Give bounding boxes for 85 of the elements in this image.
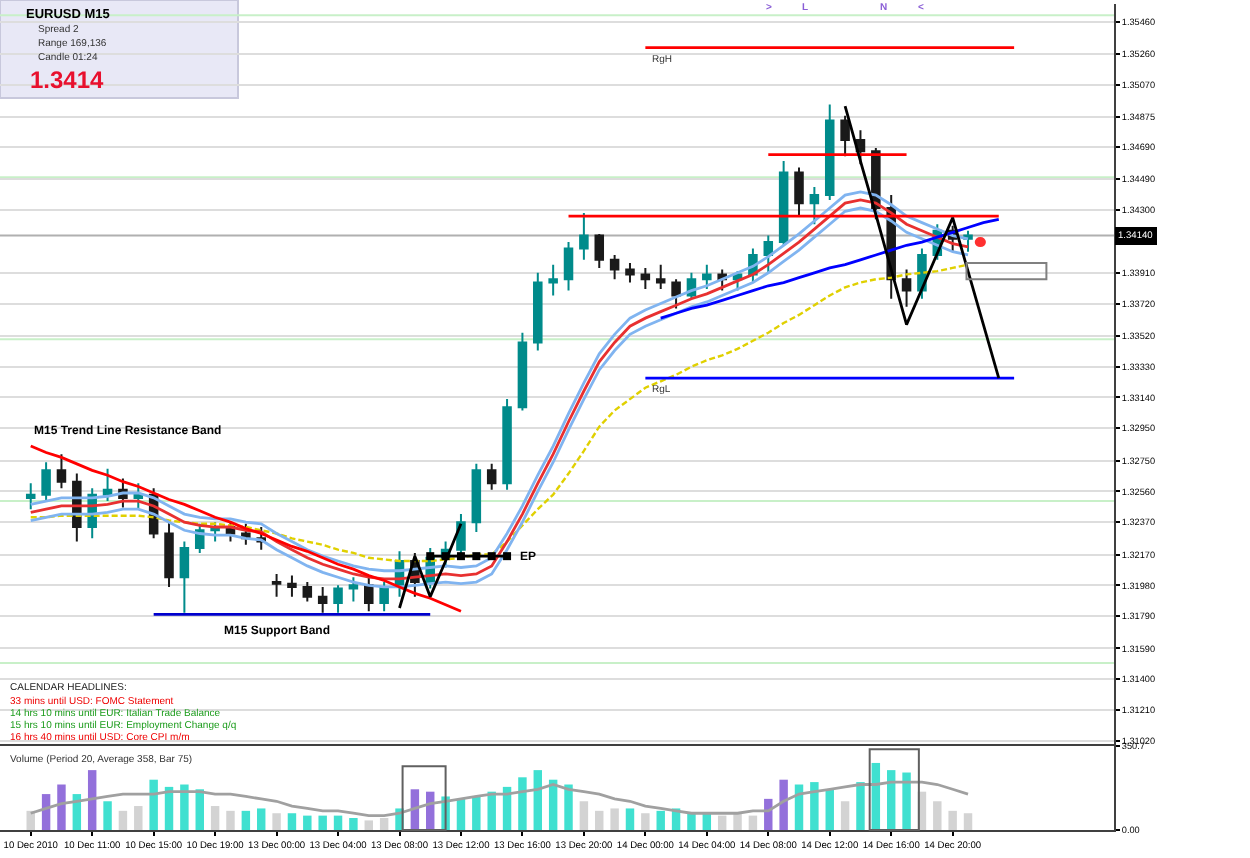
bar bbox=[748, 815, 758, 830]
candlestick bbox=[655, 263, 666, 290]
bar bbox=[349, 818, 358, 830]
candlestick bbox=[179, 540, 190, 614]
candlestick bbox=[778, 160, 789, 247]
bar bbox=[364, 820, 373, 830]
candlestick bbox=[41, 461, 51, 503]
bar bbox=[902, 772, 911, 830]
candlestick bbox=[824, 103, 835, 201]
candlestick bbox=[563, 241, 574, 292]
candlestick bbox=[302, 581, 313, 603]
candlestick bbox=[502, 398, 512, 491]
bar bbox=[487, 791, 496, 830]
candlestick bbox=[348, 576, 359, 603]
bar bbox=[610, 808, 619, 830]
bar bbox=[656, 810, 665, 830]
bar bbox=[963, 813, 973, 830]
candlestick bbox=[317, 585, 328, 614]
bar bbox=[303, 815, 312, 830]
candlestick bbox=[471, 462, 482, 533]
line-series bbox=[659, 217, 1001, 320]
bar bbox=[134, 806, 143, 830]
bar bbox=[810, 782, 819, 830]
bar bbox=[256, 808, 266, 830]
bar bbox=[687, 813, 696, 830]
bar bbox=[779, 779, 788, 830]
line-series bbox=[29, 780, 970, 818]
bar bbox=[948, 810, 957, 830]
candlestick bbox=[56, 453, 67, 490]
candlestick bbox=[25, 482, 36, 511]
candlestick bbox=[671, 278, 681, 310]
bar bbox=[717, 815, 727, 830]
bar bbox=[287, 813, 297, 830]
candlestick bbox=[840, 114, 850, 158]
bar bbox=[733, 813, 742, 830]
bar bbox=[856, 782, 865, 830]
candlestick bbox=[164, 521, 174, 588]
candlestick bbox=[625, 262, 635, 284]
bar bbox=[641, 813, 650, 830]
candlestick bbox=[794, 166, 804, 218]
candlestick bbox=[271, 572, 282, 598]
candlestick bbox=[287, 574, 297, 598]
bar bbox=[57, 784, 66, 830]
candlestick bbox=[364, 576, 374, 613]
candlestick bbox=[517, 331, 528, 412]
bar bbox=[241, 810, 251, 830]
candlestick bbox=[533, 271, 543, 352]
bar bbox=[379, 818, 389, 830]
bar bbox=[87, 770, 97, 830]
candlestick bbox=[579, 211, 589, 261]
bar bbox=[210, 806, 220, 830]
line-series bbox=[29, 444, 463, 613]
bar bbox=[180, 784, 189, 830]
candlestick bbox=[486, 462, 497, 491]
candlestick bbox=[594, 232, 605, 269]
bar bbox=[103, 801, 112, 830]
bar bbox=[518, 777, 527, 830]
bar bbox=[472, 796, 481, 830]
bar bbox=[840, 801, 850, 830]
candlestick bbox=[901, 268, 912, 308]
bar bbox=[933, 801, 942, 830]
bar bbox=[533, 770, 543, 830]
bar bbox=[456, 798, 466, 830]
candlestick bbox=[963, 229, 973, 253]
bar bbox=[564, 784, 573, 830]
candlestick bbox=[548, 263, 558, 297]
candlestick bbox=[609, 253, 620, 281]
bar bbox=[579, 801, 589, 830]
annotation: 1.3414 bbox=[30, 66, 105, 94]
bar bbox=[825, 789, 834, 830]
candlestick bbox=[333, 584, 343, 614]
bar bbox=[625, 808, 635, 830]
bar bbox=[595, 810, 604, 830]
line-series bbox=[843, 104, 1001, 380]
bar bbox=[118, 810, 128, 830]
candlestick bbox=[102, 467, 113, 503]
candlestick bbox=[640, 266, 651, 290]
bar bbox=[318, 815, 327, 830]
candlestick bbox=[702, 263, 712, 290]
candlestick bbox=[379, 581, 389, 613]
bar bbox=[149, 779, 158, 830]
bar bbox=[226, 810, 235, 830]
candlestick bbox=[809, 185, 820, 226]
bar bbox=[333, 815, 343, 830]
bar bbox=[272, 813, 281, 830]
